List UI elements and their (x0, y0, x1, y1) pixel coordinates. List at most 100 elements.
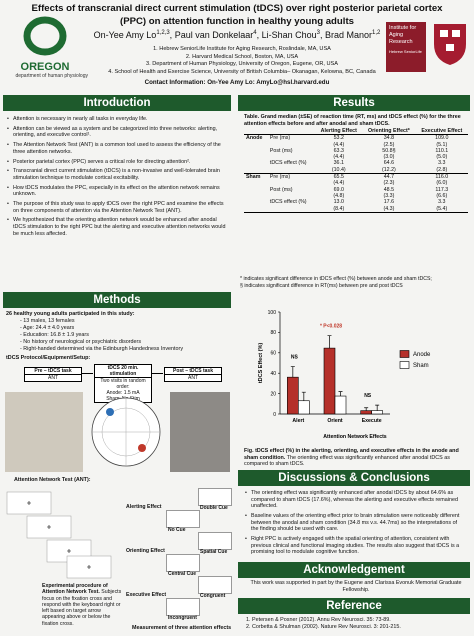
row-group (244, 167, 268, 174)
caption-text: The orienting effect was significantly e… (244, 454, 450, 468)
effect-name: Executive Effect (126, 592, 167, 598)
results-table-wrap: Alerting Effect Orienting Effect* Executiv… (244, 128, 468, 213)
participant-detail: - 13 males, 13 females (20, 317, 75, 324)
table-header-row: Alerting Effect Orienting Effect* Executiv… (244, 128, 468, 136)
shield (434, 24, 466, 65)
table-cell: 34.8 (383, 135, 395, 142)
table-row: tDCS effect (%) 13.0 17.6 3.3 (244, 199, 468, 205)
table-cell: (12.2) (381, 166, 396, 173)
row-group (244, 206, 268, 213)
flow-box: Post – tDCS task ANT (164, 367, 222, 382)
table-cell: 13.0 (333, 199, 344, 206)
table-cell: 65.5 (333, 174, 344, 181)
effect-name: Alerting Effect (126, 504, 162, 510)
section-heading: Acknowledgement (238, 562, 470, 578)
error-bar (301, 391, 306, 401)
y-tick-label: 0 (273, 412, 276, 418)
table-cell: 109.0 (435, 135, 449, 142)
contact: Contact Information: On-Yee Amy Lo: AmyL… (144, 79, 330, 86)
setup-photo (170, 392, 230, 472)
participant-details: - 13 males, 13 females - Age: 24.4 ± 4.0 … (6, 318, 228, 353)
bullet: Attention can be viewed as a system and … (6, 126, 228, 139)
electrode-map (88, 394, 164, 470)
logo-right: Institute for Aging Research Hebrew Seni… (386, 22, 426, 72)
x-tick-label: Execute (362, 418, 382, 424)
column-header: Orienting Effect* (362, 128, 416, 136)
flow-text: Two visits in random order: (100, 378, 146, 390)
equipment-photo (5, 392, 83, 472)
bar (371, 410, 383, 415)
stimulus-frame (198, 576, 232, 594)
acknowledgement-text: This work was supported in part by the E… (250, 580, 462, 593)
bullet: The purpose of this study was to apply t… (6, 201, 228, 214)
table-row: Sham Pre (ms) 65.5 44.7 116.0 (244, 174, 468, 181)
table-row: (4.4) (3.0) (5.0) (244, 154, 468, 160)
section-heading: Results (238, 95, 470, 111)
reference: 2. Corbetta & Shulman (2002). Nature Rev… (246, 624, 401, 631)
table-cell: 110.1 (435, 147, 449, 154)
bullet: Baseline values of the orienting effect … (244, 513, 466, 533)
table-cell: 63.3 (333, 147, 344, 154)
row-label: Pre (ms) (269, 174, 291, 181)
table-notes: * indicates significant difference in tD… (240, 276, 470, 290)
error-bar (338, 391, 343, 397)
y-tick-label: 80 (270, 330, 276, 336)
author-name: Brad Manor (325, 30, 373, 40)
table-cell: 17.6 (383, 199, 395, 206)
author-affiliation: 1,2 (372, 30, 381, 36)
row-label: Post (ms) (269, 186, 293, 193)
author-affiliation: 4 (253, 30, 257, 36)
authors: On-Yee Amy Lo1,2,3Paul van Donkelaar4Li-… (90, 30, 384, 40)
author-name: Paul van Donkelaar (174, 30, 254, 40)
table-corner (267, 128, 316, 136)
logo-mark (23, 16, 67, 56)
stimulus-frame (166, 598, 200, 616)
table-cell: (8.4) (333, 205, 345, 212)
caption-title: Experimental procedure of Attention Netw… (42, 583, 108, 596)
error-bar (327, 335, 332, 349)
logo-left: OREGON department of human physiology (2, 16, 88, 79)
flow-title: tDCS 20 min. stimulation (95, 365, 151, 378)
table-cell: (3.0) (383, 154, 395, 161)
results-table: Alerting Effect Orienting Effect* Executiv… (244, 128, 468, 213)
table-cell: (5.1) (436, 141, 448, 148)
participant-detail: - Education: 16.8 ± 1.9 years (20, 331, 89, 338)
table-cell: 117.3 (435, 186, 449, 193)
bullet: How tDCS modulates the PPC, especially i… (6, 185, 228, 198)
table-row: tDCS effect (%) 36.1 64.6 3.3 (244, 160, 468, 166)
ant-heading: Attention Network Test (ANT): (14, 477, 91, 483)
chart: 0 20 40 60 80 100 tDCS Effect (%) Alert NS Orient… (258, 310, 431, 440)
y-tick-label: 60 (270, 351, 276, 357)
affiliation: 4. School of Health and Exercise Science… (108, 68, 376, 75)
participant-detail: - Age: 24.4 ± 4.0 years (20, 324, 75, 331)
participants-block: 26 healthy young adults participated in … (6, 311, 228, 361)
stimulus-label: Congruent (200, 593, 226, 599)
logo-shield (430, 22, 470, 66)
stimulus-label: Double Cue (200, 505, 228, 511)
legend-label: Sham (413, 363, 429, 369)
legend-swatch (399, 350, 410, 358)
error-bar (375, 404, 380, 411)
bar (298, 400, 310, 415)
table-cell: 44.7 (383, 174, 395, 181)
bullet: Right PPC is actively engaged with the s… (244, 536, 466, 556)
column-header: Executive Effect (415, 128, 468, 136)
section-heading: Introduction (3, 95, 231, 111)
table-cell: 3.3 (438, 160, 446, 167)
table-row: (4.8) (3.3) (6.6) (244, 193, 468, 199)
stimulus-frame (198, 532, 232, 550)
y-tick-label: 100 (268, 310, 277, 316)
row-group: Sham (246, 174, 261, 181)
table-corner (244, 128, 268, 136)
row-group: Anode (246, 135, 263, 142)
reference: 1. Petersen & Posner (2012). Annu Rev Ne… (246, 617, 391, 623)
participant-detail: - No history of neurological or psychiat… (20, 338, 142, 345)
error-bar (364, 407, 369, 411)
annotation: * P<0.028 (320, 324, 342, 330)
bullet: The Attention Network Test (ANT) is a co… (6, 142, 228, 155)
flow-title: Pre – tDCS task (25, 368, 81, 375)
stimulus-frame (166, 510, 200, 528)
bullet: We hypothesized that the orienting atten… (6, 217, 228, 237)
table-cell: (3.3) (383, 192, 395, 199)
